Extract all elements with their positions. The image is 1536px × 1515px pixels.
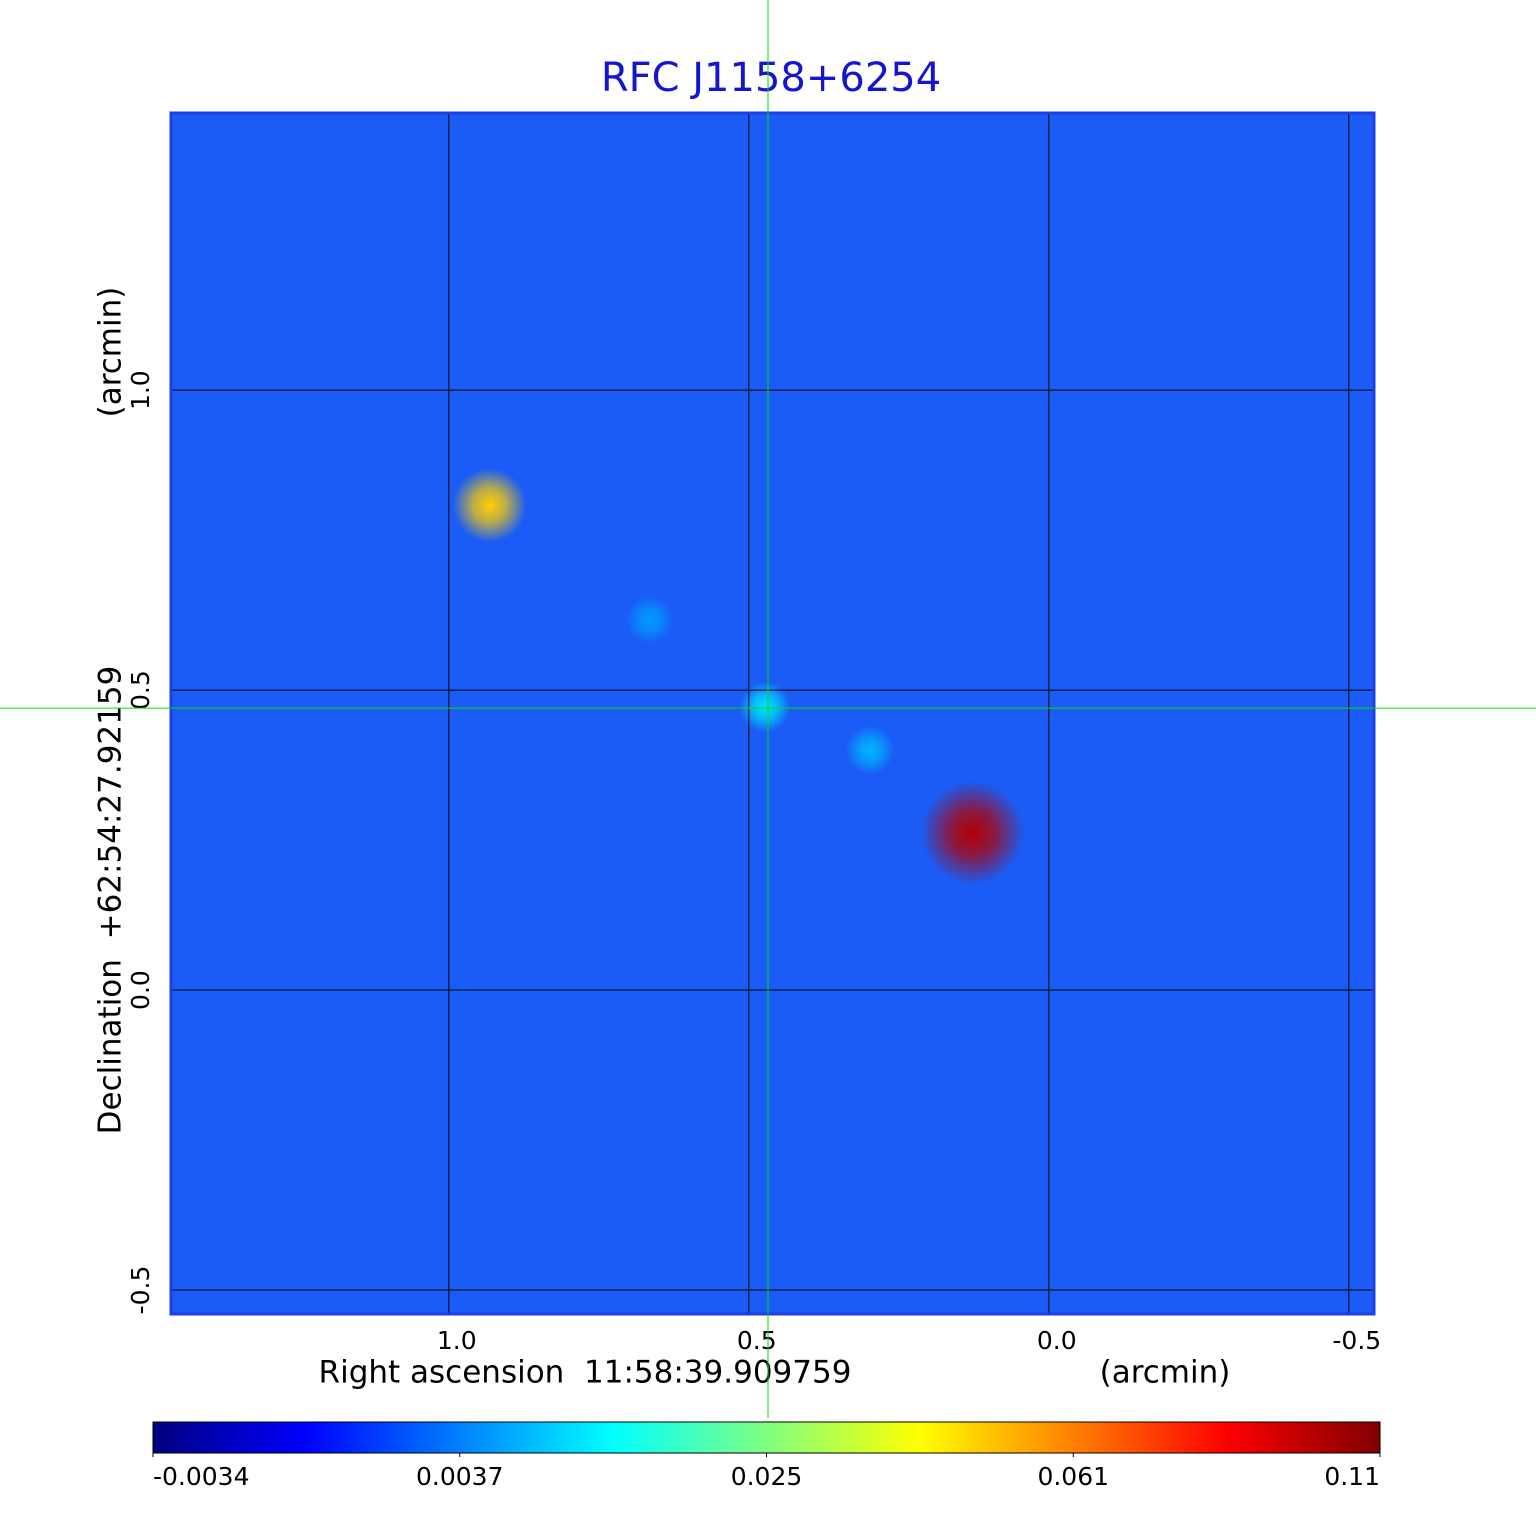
x-axis-label: Right ascension 11:58:39.909759 [319,1355,852,1391]
plot-border [169,111,1376,1316]
x-tick-label: 1.0 [437,1326,477,1355]
colorbar-tick-label: 0.11 [1324,1462,1380,1491]
y-tick-label: 1.0 [126,370,155,410]
colorbar-tick-label: 0.025 [731,1462,803,1491]
colorbar [152,1421,1381,1454]
y-tick-label: 0.0 [126,970,155,1010]
x-axis-unit: (arcmin) [1100,1355,1231,1391]
source [739,681,791,733]
colorbar-tick-label: 0.0037 [416,1462,503,1491]
source [845,725,895,775]
colorbar-tick-label: 0.061 [1037,1462,1109,1491]
source [626,596,674,644]
y-tick-label: -0.5 [126,1266,155,1315]
y-axis-unit: (arcmin) [93,287,129,418]
x-tick-label: 0.0 [1037,1326,1077,1355]
colorbar-tick-label: -0.0034 [153,1462,250,1491]
x-tick-label: -0.5 [1332,1326,1381,1355]
chart-title: RFC J1158+6254 [601,55,941,101]
source [920,780,1025,885]
source [452,468,527,543]
x-tick-label: 0.5 [737,1326,777,1355]
y-axis-label: Declination +62:54:27.92159 [93,666,129,1135]
y-tick-label: 0.5 [126,670,155,710]
